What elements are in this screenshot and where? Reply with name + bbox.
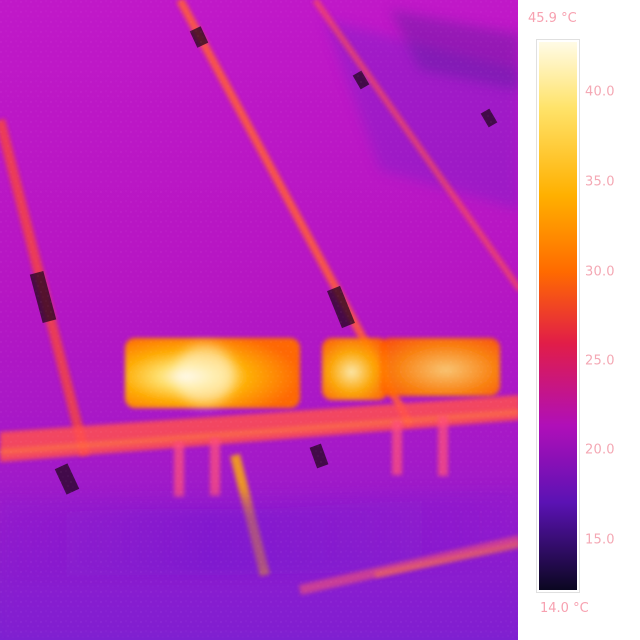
scale-tick-label: 35.0 — [585, 174, 615, 190]
temperature-max-label: 45.9 °C — [528, 11, 577, 26]
temperature-min-label: 14.0 °C — [540, 601, 589, 616]
scale-tick-label: 20.0 — [585, 442, 615, 458]
scale-tick-label: 30.0 — [585, 264, 615, 280]
scale-tick-label: 40.0 — [585, 84, 615, 100]
scale-tick-label: 25.0 — [585, 353, 615, 369]
scale-tick-label: 15.0 — [585, 532, 615, 548]
temperature-scale-bar — [537, 40, 579, 592]
